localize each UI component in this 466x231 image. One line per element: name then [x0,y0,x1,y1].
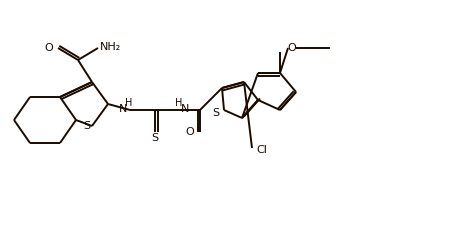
Text: S: S [212,108,219,118]
Text: H: H [175,98,183,108]
Text: H: H [125,98,133,108]
Text: N: N [119,104,127,114]
Text: O: O [44,43,53,53]
Text: O: O [288,43,296,53]
Text: N: N [181,104,189,114]
Text: NH₂: NH₂ [100,42,121,52]
Text: O: O [185,127,194,137]
Text: S: S [151,133,158,143]
Text: S: S [83,121,90,131]
Text: Cl: Cl [256,145,267,155]
